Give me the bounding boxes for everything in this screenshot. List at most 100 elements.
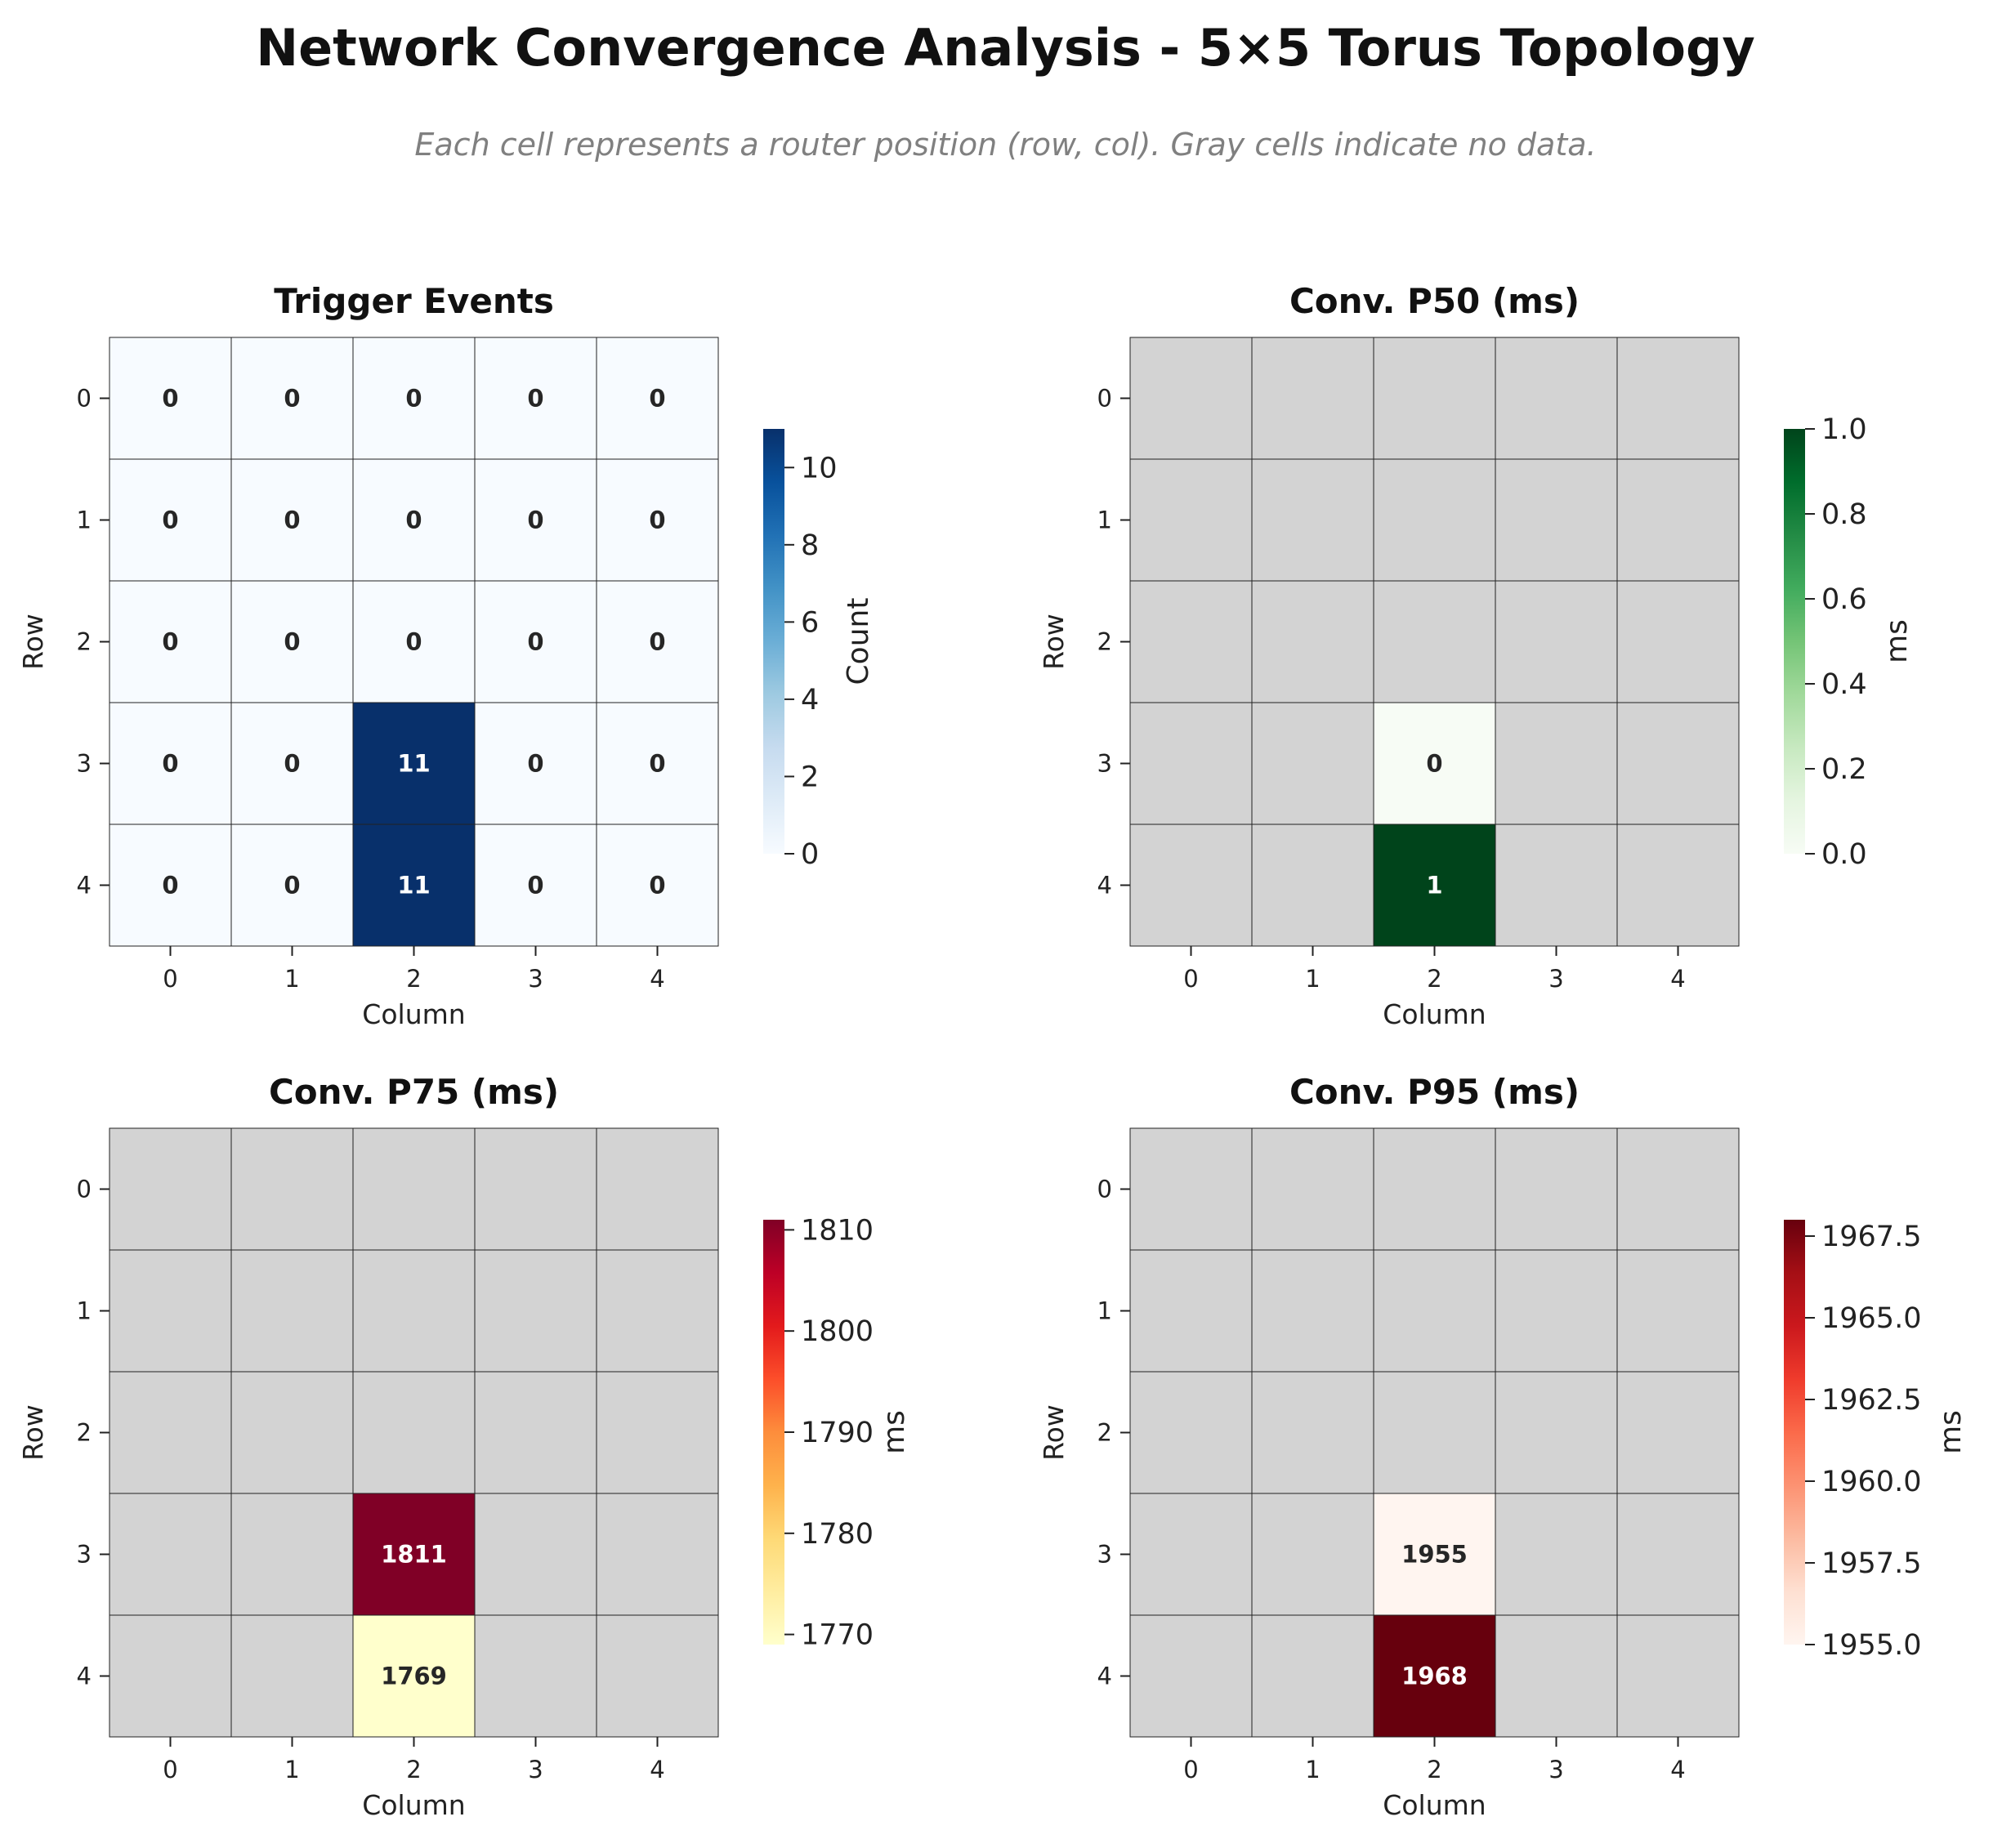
cell-value-label: 0: [527, 872, 543, 899]
cell-value-label: 0: [649, 628, 665, 656]
x-tick-label: 1: [284, 1756, 299, 1783]
heatmap-cell-r3-c3: [474, 702, 597, 825]
heatmap-cell-r1-c1: [1251, 1249, 1374, 1373]
heatmap-cell-r2-c2: [352, 1371, 476, 1494]
x-tick-label: 4: [1670, 965, 1685, 993]
heatmap-cell-r0-c2: [352, 337, 476, 460]
heatmap-cell-r0-c4: [1616, 337, 1740, 460]
y-tick-label: 1: [1097, 1297, 1112, 1325]
heatmap-cell-r0-c1: [1251, 337, 1374, 460]
heatmap-cell-r2-c3: [474, 1371, 597, 1494]
y-axis-label: Row: [1038, 1404, 1070, 1461]
heatmap-cell-r2-c4: [596, 1371, 719, 1494]
cell-value-label: 0: [405, 385, 422, 413]
cell-value-label: 0: [162, 628, 178, 656]
colorbar-tick-label: 8: [801, 529, 819, 562]
cell-value-label: 0: [527, 750, 543, 778]
y-tick-label: 4: [77, 872, 92, 899]
heatmap-cell-r1-c3: [1495, 458, 1618, 582]
x-tick-label: 0: [163, 965, 177, 993]
y-tick-label: 4: [1097, 1663, 1112, 1690]
colorbar-tick-label: 10: [801, 452, 838, 484]
x-tick-label: 3: [528, 1756, 543, 1783]
cell-value-label: 1955: [1401, 1541, 1468, 1569]
cell-value-label: 0: [162, 385, 178, 413]
cell-value-label: 0: [527, 385, 543, 413]
heatmap-cell-r3-c3: [474, 1493, 597, 1616]
cell-value-label: 11: [397, 750, 430, 778]
cell-value-label: 1: [1426, 872, 1442, 899]
y-tick-label: 1: [1097, 507, 1112, 534]
cell-value-label: 1968: [1401, 1663, 1468, 1690]
heatmap-cell-r4-c4: [596, 1614, 719, 1738]
y-tick-label: 2: [77, 628, 92, 656]
y-tick-label: 1: [77, 1297, 92, 1325]
x-axis-label: Column: [362, 998, 465, 1030]
heatmap-cell-r2-c1: [230, 580, 354, 703]
heatmap-cell-r4-c2: [352, 824, 476, 947]
heatmap-panel-3: Conv. P95 (ms) 1955 1968 0 1 2 3 4 0 1 2 3 4 Column Ro…: [1038, 1072, 1968, 1821]
y-tick-label: 0: [77, 1176, 92, 1203]
colorbar-tick-label: 1957.5: [1821, 1547, 1921, 1580]
x-tick-label: 1: [284, 965, 299, 993]
colorbar-tick-label: 1770: [801, 1619, 874, 1652]
heatmap-cell-r4-c1: [1251, 824, 1374, 947]
y-tick-label: 0: [77, 385, 92, 413]
heatmap-cell-r3-c1: [1251, 702, 1374, 825]
colorbar-tick-label: 2: [801, 761, 819, 793]
y-tick-label: 0: [1097, 385, 1112, 413]
cell-value-label: 0: [527, 507, 543, 534]
colorbar: [1784, 1220, 1805, 1645]
colorbar-tick-label: 0.4: [1821, 668, 1867, 701]
cell-value-label: 0: [649, 750, 665, 778]
colorbar-tick-label: 1790: [801, 1417, 874, 1449]
heatmap-cell-r4-c3: [474, 1614, 597, 1738]
heatmap-cell-r1-c4: [1616, 1249, 1740, 1373]
heatmap-cell-r4-c0: [1129, 1614, 1253, 1738]
x-tick-label: 4: [1670, 1756, 1685, 1783]
heatmap-cell-r1-c0: [1129, 458, 1253, 582]
heatmap-cell-r3-c3: [1495, 702, 1618, 825]
cell-value-label: 0: [649, 507, 665, 534]
heatmap-cell-r2-c3: [474, 580, 597, 703]
heatmap-cell-r3-c0: [1129, 702, 1253, 825]
colorbar-label: ms: [1880, 619, 1914, 663]
x-tick-label: 2: [1427, 1756, 1441, 1783]
heatmap-cell-r0-c0: [109, 1127, 232, 1251]
heatmap-cell-r3-c2: [1373, 702, 1496, 825]
colorbar-tick-label: 1967.5: [1821, 1221, 1921, 1253]
heatmap-cell-r2-c0: [1129, 1371, 1253, 1494]
colorbar-tick-label: 1962.5: [1821, 1384, 1921, 1417]
cell-value-label: 0: [405, 507, 422, 534]
y-tick-label: 3: [1097, 750, 1112, 778]
heatmap-cell-r1-c1: [1251, 458, 1374, 582]
heatmap-cell-r0-c3: [474, 337, 597, 460]
heatmap-cell-r4-c0: [109, 1614, 232, 1738]
heatmap-cell-r0-c2: [352, 1127, 476, 1251]
colorbar-label: ms: [1934, 1410, 1968, 1454]
cell-value-label: 1811: [381, 1541, 447, 1569]
heatmap-cell-r2-c4: [1616, 580, 1740, 703]
y-tick-label: 1: [77, 507, 92, 534]
heatmap-cell-r1-c2: [352, 458, 476, 582]
cell-value-label: 0: [284, 750, 300, 778]
cell-value-label: 0: [162, 750, 178, 778]
colorbar-tick-label: 1800: [801, 1315, 874, 1348]
y-tick-label: 2: [77, 1419, 92, 1447]
y-tick-label: 4: [1097, 872, 1112, 899]
figure-title: Network Convergence Analysis - 5×5 Torus…: [256, 18, 1755, 78]
x-tick-label: 4: [650, 965, 664, 993]
y-axis-label: Row: [17, 614, 49, 670]
cell-value-label: 0: [527, 628, 543, 656]
colorbar-tick-label: 1960.0: [1821, 1466, 1921, 1498]
heatmap-cell-r4-c1: [1251, 1614, 1374, 1738]
heatmap-cell-r4-c3: [1495, 1614, 1618, 1738]
colorbar-tick-label: 1780: [801, 1518, 874, 1551]
heatmap-cell-r2-c0: [109, 580, 232, 703]
heatmap-cell-r1-c4: [596, 458, 719, 582]
heatmap-cell-r4-c3: [474, 824, 597, 947]
y-tick-label: 0: [1097, 1176, 1112, 1203]
heatmap-cell-r4-c4: [596, 824, 719, 947]
x-tick-label: 4: [650, 1756, 664, 1783]
